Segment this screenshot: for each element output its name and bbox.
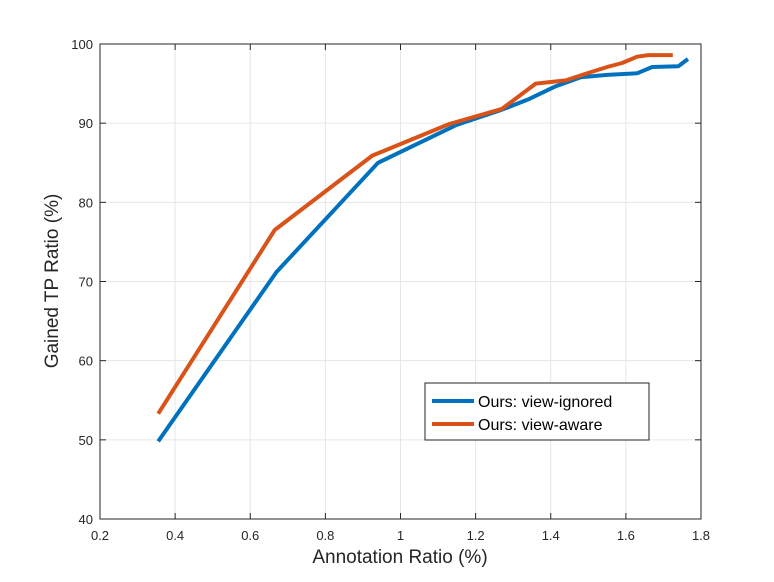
x-axis-label: Annotation Ratio (%) — [312, 547, 487, 568]
x-tick-label: 0.2 — [91, 528, 109, 543]
y-tick-label: 60 — [79, 354, 93, 369]
series-layer — [156, 53, 690, 443]
x-tick-label: 0.8 — [316, 528, 334, 543]
x-tick-label: 1 — [397, 528, 404, 543]
legend: Ours: view-ignored Ours: view-aware — [424, 382, 650, 441]
y-tick-label: 50 — [79, 433, 93, 448]
y-tick-label: 40 — [79, 512, 93, 527]
legend-label-view-ignored: Ours: view-ignored — [478, 394, 612, 411]
x-tick-label: 0.4 — [166, 528, 184, 543]
tick-labels: 0.2 0.4 0.6 0.8 1 1.2 1.4 1.6 1.8 40 50 60 70 80 90 100 — [71, 37, 710, 543]
x-tick-label: 1.8 — [692, 528, 710, 543]
x-tick-label: 1.4 — [542, 528, 560, 543]
x-tick-label: 1.6 — [617, 528, 635, 543]
x-tick-label: 0.6 — [241, 528, 259, 543]
legend-label-view-aware: Ours: view-aware — [478, 417, 603, 434]
y-axis-label: Gained TP Ratio (%) — [42, 194, 63, 369]
ticks — [99, 43, 702, 520]
y-tick-label: 70 — [79, 275, 93, 290]
x-tick-label: 1.2 — [467, 528, 485, 543]
y-tick-label: 90 — [79, 116, 93, 131]
y-tick-label: 80 — [79, 195, 93, 210]
legend-box — [424, 382, 650, 441]
y-tick-label: 100 — [71, 37, 93, 52]
